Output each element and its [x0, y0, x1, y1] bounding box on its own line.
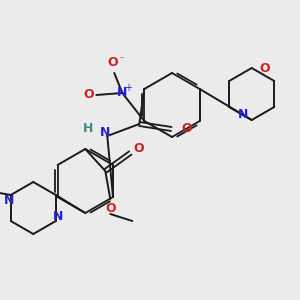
Text: O: O	[107, 56, 118, 70]
Text: H: H	[83, 122, 93, 134]
Text: O: O	[105, 202, 116, 215]
Text: N: N	[117, 86, 128, 100]
Text: N: N	[100, 125, 110, 139]
Text: O: O	[83, 88, 94, 101]
Text: N: N	[52, 209, 63, 223]
Text: O: O	[260, 61, 270, 74]
Text: N: N	[4, 194, 14, 206]
Text: N: N	[238, 109, 249, 122]
Text: +: +	[124, 83, 132, 93]
Text: ⁻: ⁻	[118, 55, 124, 65]
Text: O: O	[133, 142, 144, 154]
Text: O: O	[181, 122, 192, 136]
